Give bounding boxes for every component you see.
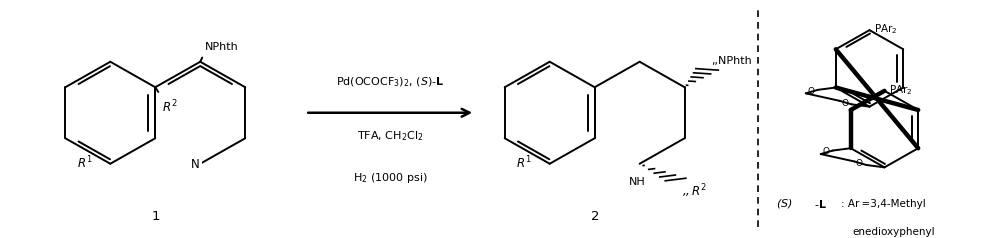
Text: -$\mathbf{L}$: -$\mathbf{L}$	[814, 198, 826, 210]
Text: : Ar =3,4-Methyl: : Ar =3,4-Methyl	[841, 199, 925, 209]
Text: PAr$_2$: PAr$_2$	[874, 22, 898, 36]
Text: ($S$): ($S$)	[776, 197, 792, 210]
Text: 1: 1	[151, 210, 160, 223]
Text: Pd(OCOCF$_3$)$_2$, ($S$)-$\mathbf{L}$: Pd(OCOCF$_3$)$_2$, ($S$)-$\mathbf{L}$	[336, 76, 444, 89]
Text: PAr$_2$: PAr$_2$	[889, 83, 913, 97]
Text: 2: 2	[591, 210, 599, 223]
Text: O: O	[856, 159, 863, 168]
Text: O: O	[841, 99, 848, 108]
Text: $R^2$: $R^2$	[162, 99, 178, 115]
Text: enedioxyphenyl: enedioxyphenyl	[852, 227, 935, 237]
Text: ,, $R^2$: ,, $R^2$	[682, 183, 707, 200]
Text: NH: NH	[629, 177, 646, 187]
Text: ,,NPhth: ,,NPhth	[712, 56, 752, 66]
Text: TFA, CH$_2$Cl$_2$: TFA, CH$_2$Cl$_2$	[357, 129, 423, 143]
Text: H$_2$ (1000 psi): H$_2$ (1000 psi)	[353, 171, 428, 185]
Text: $R^1$: $R^1$	[77, 154, 92, 171]
Text: NPhth: NPhth	[205, 42, 239, 52]
Text: O: O	[822, 147, 829, 156]
Text: N: N	[191, 158, 200, 171]
Text: O: O	[807, 87, 814, 95]
Text: $R^1$: $R^1$	[516, 154, 532, 171]
